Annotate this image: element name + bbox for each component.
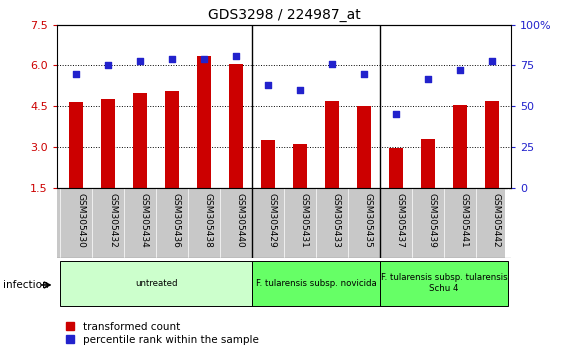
Bar <box>453 105 467 188</box>
Point <box>456 68 465 73</box>
Text: GSM305438: GSM305438 <box>204 193 213 248</box>
Point <box>264 82 273 88</box>
Point <box>168 56 177 62</box>
Bar <box>165 91 179 188</box>
Text: GSM305435: GSM305435 <box>364 193 373 248</box>
Text: F. tularensis subsp. novicida: F. tularensis subsp. novicida <box>256 279 377 288</box>
Point <box>487 58 496 63</box>
Legend: transformed count, percentile rank within the sample: transformed count, percentile rank withi… <box>62 317 263 349</box>
Bar <box>421 139 435 188</box>
Text: untreated: untreated <box>135 279 177 288</box>
Text: F. tularensis subsp. tularensis
Schu 4: F. tularensis subsp. tularensis Schu 4 <box>381 274 507 293</box>
Bar <box>252 261 380 306</box>
Text: GSM305442: GSM305442 <box>492 193 501 248</box>
Text: GSM305429: GSM305429 <box>268 193 277 248</box>
Bar <box>380 261 508 306</box>
Point <box>199 56 208 62</box>
Bar <box>261 140 275 188</box>
Point <box>360 71 369 76</box>
Point <box>295 87 304 93</box>
Point <box>72 71 81 76</box>
Text: GSM305430: GSM305430 <box>76 193 85 248</box>
Bar <box>133 93 147 188</box>
Title: GDS3298 / 224987_at: GDS3298 / 224987_at <box>208 8 360 22</box>
Bar <box>389 148 403 188</box>
Bar <box>60 261 252 306</box>
Text: GSM305441: GSM305441 <box>460 193 469 248</box>
Point <box>391 112 400 117</box>
Point <box>231 53 240 58</box>
Bar <box>229 64 243 188</box>
Text: GSM305431: GSM305431 <box>300 193 309 248</box>
Point <box>328 61 337 67</box>
Bar <box>357 106 371 188</box>
Text: GSM305436: GSM305436 <box>172 193 181 248</box>
Text: GSM305440: GSM305440 <box>236 193 245 248</box>
Point <box>135 58 144 63</box>
Bar <box>197 56 211 188</box>
Bar <box>325 101 339 188</box>
Bar <box>101 99 115 188</box>
Point <box>424 76 433 81</box>
Text: GSM305439: GSM305439 <box>428 193 437 248</box>
Bar <box>293 144 307 188</box>
Bar <box>69 102 83 188</box>
Text: GSM305434: GSM305434 <box>140 193 149 248</box>
Bar <box>485 101 499 188</box>
Text: GSM305432: GSM305432 <box>108 193 117 248</box>
Text: GSM305437: GSM305437 <box>396 193 405 248</box>
Text: GSM305433: GSM305433 <box>332 193 341 248</box>
Point <box>103 63 112 68</box>
Text: infection: infection <box>3 280 48 290</box>
